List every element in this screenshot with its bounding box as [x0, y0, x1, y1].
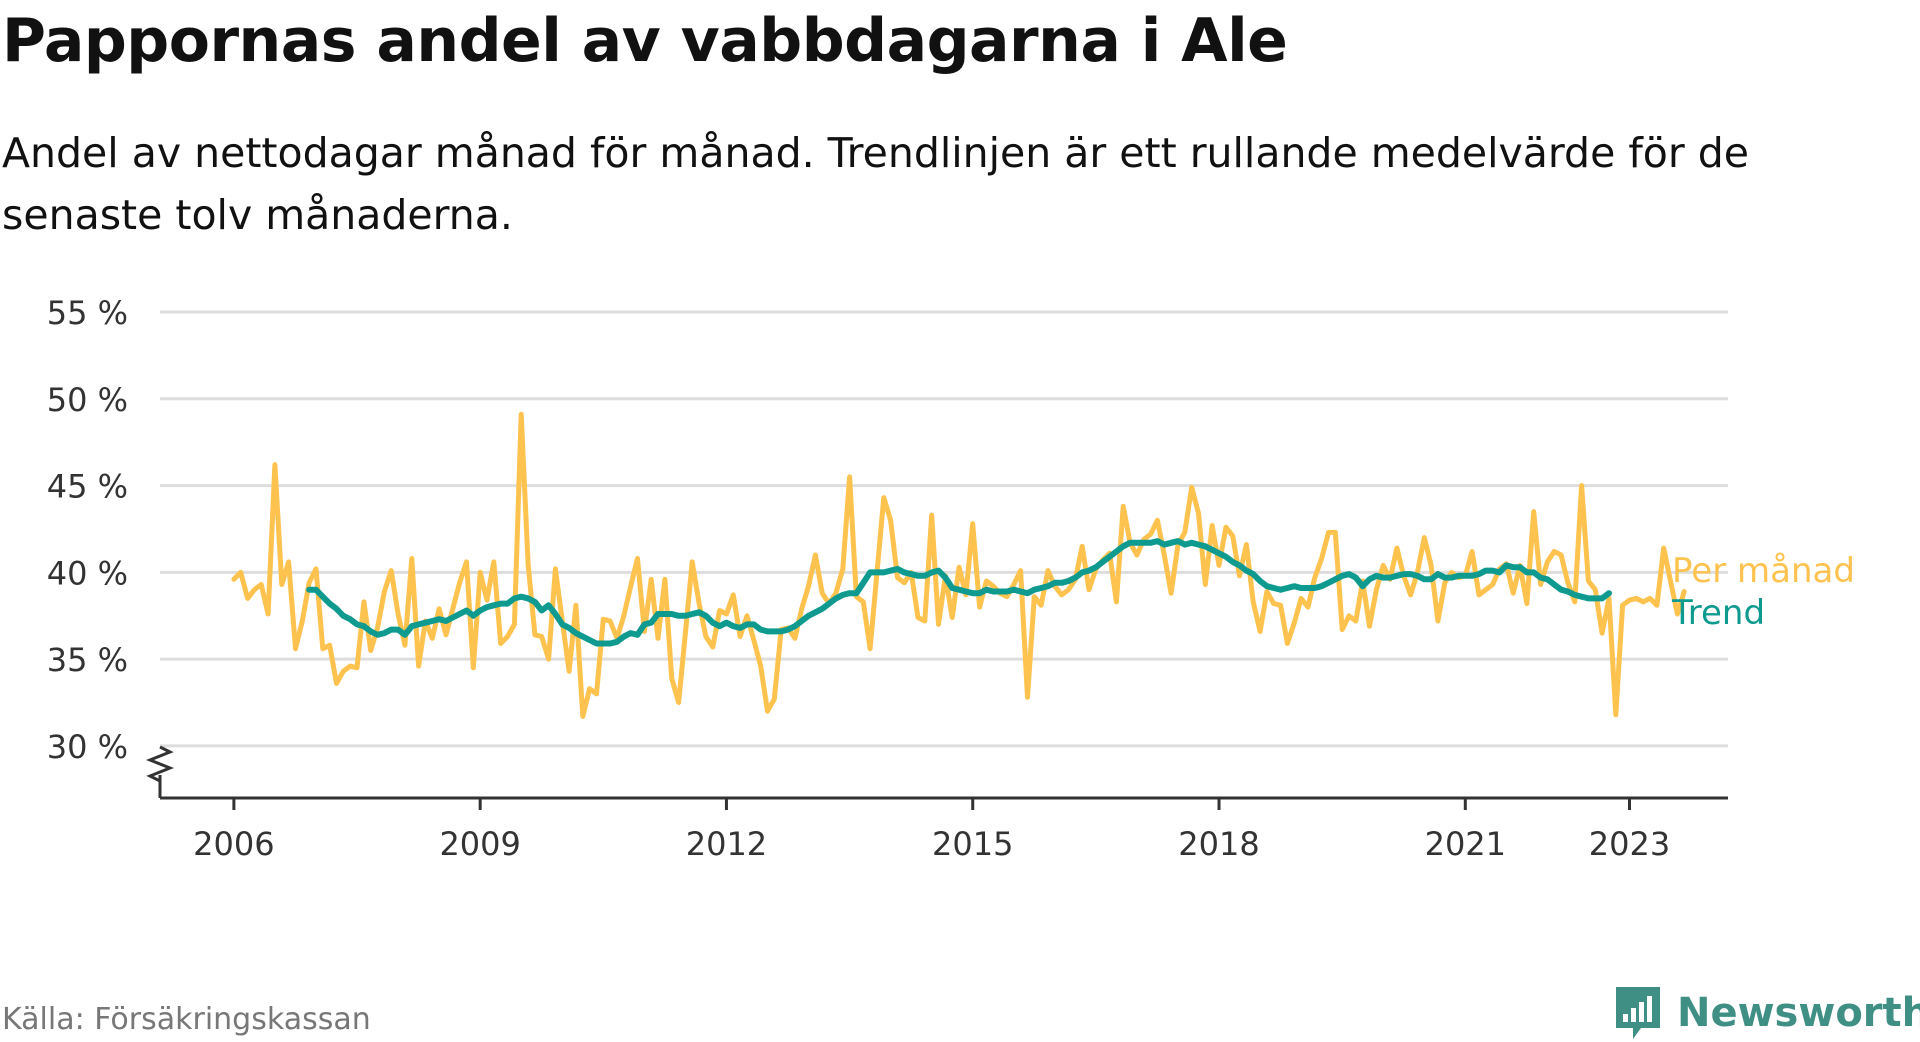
y-tick-label: 30 %	[47, 728, 128, 766]
x-tick-label: 2021	[1425, 825, 1506, 863]
y-tick-label: 40 %	[47, 554, 128, 592]
gridlines	[160, 310, 1728, 748]
y-axis-tick-labels: 30 % 35 % 40 % 45 % 50 % 55 %	[47, 294, 128, 766]
y-tick-label: 50 %	[47, 381, 128, 419]
line-chart: 30 % 35 % 40 % 45 % 50 % 55 % 2006 2009 2012 201…	[47, 294, 1855, 863]
x-tick-label: 2006	[193, 825, 274, 863]
chart-title: Pappornas andel av vabbdagarna i Ale	[2, 6, 1288, 76]
axis-break-marker	[145, 745, 175, 783]
x-axis: 2006 2009 2012 2015 2018 2021 2023	[145, 745, 1728, 863]
chart-subtitle: Andel av nettodagar månad för månad. Tre…	[2, 129, 1749, 239]
brand-label: Newsworthy	[1677, 990, 1920, 1036]
source-note: Källa: Försäkringskassan	[2, 1002, 371, 1037]
x-tick-label: 2023	[1589, 825, 1670, 863]
x-tick-label: 2009	[439, 825, 520, 863]
series-lines	[231, 411, 1687, 719]
x-tick-label: 2015	[932, 825, 1013, 863]
y-tick-label: 35 %	[47, 641, 128, 679]
y-tick-label: 55 %	[47, 294, 128, 332]
bar-chart-icon	[1616, 987, 1660, 1039]
x-tick-label: 2012	[686, 825, 767, 863]
trend-series-label: Trend	[1671, 593, 1765, 633]
trend-series-line	[306, 538, 1612, 647]
newsworthy-logo[interactable]: Newsworthy	[1613, 984, 1920, 1042]
monthly-series-label: Per månad	[1672, 551, 1855, 591]
monthly-series-line	[231, 411, 1687, 719]
x-tick-label: 2018	[1178, 825, 1259, 863]
y-tick-label: 45 %	[47, 468, 128, 506]
